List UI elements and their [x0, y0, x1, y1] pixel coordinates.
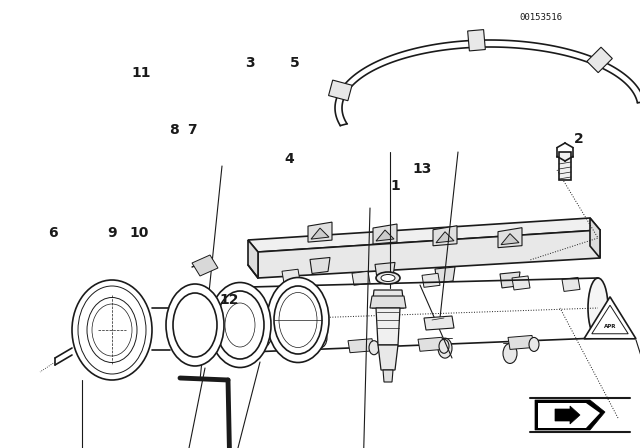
Ellipse shape [173, 293, 217, 357]
Text: 00153516: 00153516 [519, 13, 563, 22]
Ellipse shape [369, 341, 379, 355]
Ellipse shape [381, 275, 395, 281]
Polygon shape [248, 240, 258, 278]
Polygon shape [587, 47, 612, 73]
Polygon shape [376, 308, 400, 345]
Ellipse shape [274, 286, 322, 354]
Polygon shape [248, 218, 600, 252]
Ellipse shape [72, 280, 152, 380]
Polygon shape [375, 263, 395, 278]
Ellipse shape [239, 288, 261, 353]
Polygon shape [512, 276, 530, 290]
Text: 4: 4 [284, 152, 294, 166]
Polygon shape [310, 258, 330, 273]
Ellipse shape [87, 297, 137, 362]
Polygon shape [352, 271, 370, 285]
Ellipse shape [376, 272, 400, 284]
Polygon shape [308, 222, 332, 242]
Text: 3: 3 [244, 56, 255, 70]
Text: 10: 10 [130, 226, 149, 240]
Polygon shape [372, 290, 404, 308]
Polygon shape [328, 80, 352, 101]
Text: 2: 2 [574, 132, 584, 146]
Text: 1: 1 [390, 179, 401, 193]
Polygon shape [373, 224, 397, 244]
Ellipse shape [529, 337, 539, 351]
Polygon shape [590, 218, 600, 258]
Ellipse shape [209, 283, 271, 367]
Text: 7: 7 [187, 123, 197, 137]
Polygon shape [535, 400, 605, 430]
Ellipse shape [313, 328, 327, 348]
Polygon shape [584, 297, 636, 339]
Polygon shape [370, 296, 406, 308]
Text: 9: 9 [107, 226, 117, 240]
Ellipse shape [503, 344, 517, 363]
Polygon shape [436, 232, 454, 243]
Polygon shape [422, 273, 440, 287]
Ellipse shape [166, 284, 224, 366]
Ellipse shape [439, 339, 449, 353]
Ellipse shape [267, 277, 329, 362]
Ellipse shape [588, 278, 608, 338]
Polygon shape [192, 255, 218, 276]
Text: 11: 11 [131, 65, 150, 80]
Polygon shape [378, 345, 398, 370]
Polygon shape [258, 230, 600, 278]
Ellipse shape [378, 333, 392, 353]
Polygon shape [559, 152, 571, 180]
Polygon shape [348, 339, 374, 353]
Polygon shape [538, 403, 600, 428]
Polygon shape [282, 269, 300, 283]
Polygon shape [433, 226, 457, 246]
Ellipse shape [216, 291, 264, 359]
Text: 8: 8 [169, 123, 179, 137]
Text: 6: 6 [47, 226, 58, 240]
Polygon shape [383, 370, 393, 382]
Polygon shape [468, 30, 485, 51]
Polygon shape [424, 316, 454, 330]
Polygon shape [418, 337, 444, 351]
Polygon shape [500, 272, 520, 288]
Polygon shape [555, 406, 580, 424]
Text: 12: 12 [220, 293, 239, 307]
Text: 13: 13 [413, 162, 432, 176]
Polygon shape [562, 277, 580, 291]
Text: APR: APR [604, 323, 616, 328]
Polygon shape [311, 228, 329, 239]
Polygon shape [501, 234, 519, 245]
Text: 5: 5 [289, 56, 300, 70]
Ellipse shape [438, 338, 452, 358]
Polygon shape [508, 336, 534, 349]
Polygon shape [435, 267, 455, 283]
Polygon shape [376, 230, 394, 241]
Polygon shape [498, 228, 522, 248]
